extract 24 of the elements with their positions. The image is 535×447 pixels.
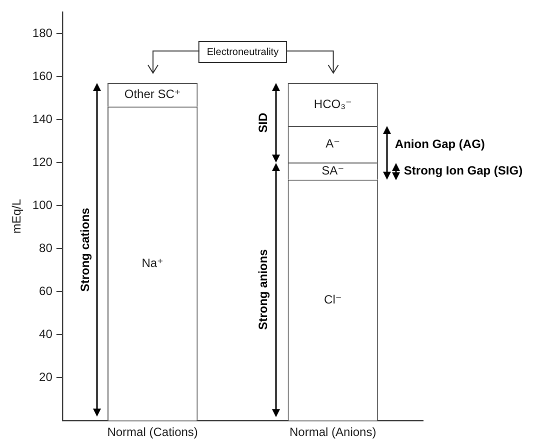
series-label: Na⁺ <box>142 256 164 270</box>
series-label: Cl⁻ <box>324 292 342 306</box>
y-tick-label: 60 <box>39 284 53 298</box>
y-tick-label: 160 <box>32 68 53 83</box>
y-tick-label: 100 <box>32 198 53 212</box>
annotation: Strong cations <box>78 207 92 292</box>
annotation: Electroneutrality <box>206 46 279 58</box>
annotation: Strong anions <box>256 248 270 330</box>
series-label: Other SC⁺ <box>124 87 181 102</box>
y-tick-label: 20 <box>39 370 53 384</box>
y-tick-label: 80 <box>39 240 53 255</box>
series-label: HCO₃⁻ <box>314 96 352 111</box>
annotation: SID <box>256 112 270 133</box>
y-tick-label: 180 <box>32 26 53 40</box>
annotation: Anion Gap (AG) <box>394 137 485 152</box>
y-tick-label: 120 <box>32 154 53 169</box>
y-tick-label: 40 <box>39 326 53 341</box>
x-tick-label: Normal (Cations) <box>107 425 198 440</box>
y-tick-label: 140 <box>32 112 53 126</box>
series-label: SA⁻ <box>322 163 344 178</box>
y-axis-title: mEq/L <box>10 198 24 234</box>
series-label: A⁻ <box>326 136 340 151</box>
x-tick-label: Normal (Anions) <box>290 425 376 440</box>
annotation: Strong Ion Gap (SIG) <box>404 163 523 178</box>
